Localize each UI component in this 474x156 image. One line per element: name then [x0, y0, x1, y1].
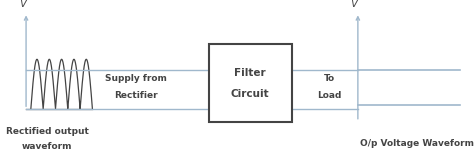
Text: waveform: waveform: [22, 142, 73, 151]
Text: Rectifier: Rectifier: [114, 91, 158, 100]
Text: O/p Voltage Waveform: O/p Voltage Waveform: [360, 139, 474, 148]
Text: Supply from: Supply from: [105, 74, 167, 83]
Text: Rectified output: Rectified output: [6, 127, 89, 136]
Text: Load: Load: [317, 91, 342, 100]
Text: V: V: [350, 0, 358, 9]
Text: Filter: Filter: [234, 68, 266, 78]
FancyBboxPatch shape: [209, 44, 292, 122]
Text: V: V: [18, 0, 26, 9]
Text: To: To: [324, 74, 335, 83]
Text: Circuit: Circuit: [231, 89, 269, 99]
